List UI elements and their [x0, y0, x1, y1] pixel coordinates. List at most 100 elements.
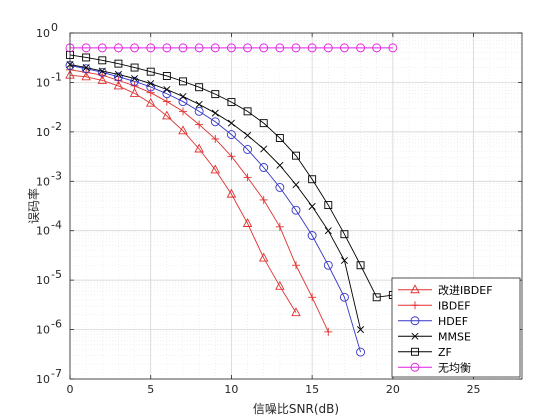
- series-line: [69, 65, 362, 353]
- legend-marker: [411, 347, 419, 356]
- data-point: [307, 43, 317, 53]
- data-point: [227, 98, 236, 107]
- y-tick-label: 10: [36, 324, 50, 337]
- data-point: [291, 205, 301, 215]
- y-tick-exponent: -7: [51, 367, 62, 380]
- data-point: [260, 145, 268, 153]
- series-line: [69, 54, 393, 298]
- x-marker-b: [292, 181, 300, 189]
- data-point: [114, 59, 123, 68]
- data-point: [227, 119, 235, 127]
- legend-marker: [411, 301, 419, 310]
- x-tick-label: 5: [147, 383, 154, 396]
- legend-item: 无均衡: [398, 361, 471, 374]
- data-point: [130, 81, 139, 90]
- data-point: [97, 74, 108, 84]
- series-6: [65, 43, 398, 53]
- y-axis-label: 误码率: [26, 188, 41, 224]
- plot-frame: [69, 32, 523, 380]
- data-point: [162, 72, 171, 80]
- data-point: [356, 347, 366, 357]
- data-point: [82, 53, 91, 62]
- legend-marker: [411, 332, 419, 340]
- legend-marker: [410, 362, 420, 372]
- data-point: [388, 43, 398, 53]
- y-tick-exponent: -4: [51, 219, 62, 232]
- data-point: [308, 293, 317, 302]
- legend-label: 无均衡: [438, 361, 471, 374]
- data-point: [356, 261, 365, 270]
- data-point: [340, 256, 348, 264]
- data-point: [113, 43, 123, 53]
- x-marker-b: [308, 202, 316, 210]
- minor-grid: [70, 33, 522, 379]
- data-point: [357, 326, 365, 334]
- data-point: [162, 43, 172, 53]
- data-point: [227, 152, 236, 161]
- legend-item: 改进IBDEF: [398, 283, 493, 297]
- data-point: [324, 201, 333, 210]
- legend-label: IBDEF: [438, 299, 471, 312]
- x-marker-b: [131, 74, 139, 83]
- data-point: [162, 97, 171, 106]
- data-point: [195, 83, 204, 92]
- data-point: [324, 327, 333, 336]
- data-point: [244, 131, 252, 139]
- data-point: [195, 120, 204, 129]
- data-point: [292, 261, 300, 270]
- series-1: [65, 69, 301, 317]
- data-point: [131, 74, 139, 83]
- data-point: [211, 134, 220, 143]
- data-point: [211, 90, 220, 99]
- x-axis-label: 信噪比SNR(dB): [253, 402, 339, 416]
- data-point: [178, 43, 188, 53]
- data-point: [307, 231, 317, 240]
- data-point: [178, 97, 188, 107]
- series-layer: [65, 43, 398, 357]
- data-point: [195, 100, 203, 108]
- legend-label: ZF: [438, 346, 452, 359]
- data-point: [259, 119, 268, 128]
- legend-item: IBDEF: [398, 299, 471, 312]
- data-point: [226, 130, 236, 140]
- legend-item: ZF: [398, 346, 452, 359]
- data-point: [146, 67, 155, 76]
- x-tick-label: 15: [305, 383, 319, 396]
- data-point: [308, 202, 316, 210]
- y-tick-exponent: -5: [51, 268, 62, 281]
- data-point: [98, 67, 106, 75]
- x-marker-b: [82, 64, 90, 72]
- legend: 改进IBDEF IBDEF HDEF MMSE ZF 无均衡: [391, 277, 521, 378]
- data-point: [258, 252, 269, 262]
- data-point: [339, 292, 349, 302]
- x-marker-b: [195, 100, 203, 108]
- data-point: [210, 164, 221, 174]
- data-point: [242, 218, 253, 227]
- legend-label: HDEF: [438, 315, 468, 328]
- data-point: [259, 195, 268, 204]
- data-point: [210, 117, 220, 127]
- legend-box: [391, 277, 521, 378]
- x-marker-b: [260, 145, 268, 153]
- data-point: [81, 43, 91, 53]
- data-point: [194, 106, 204, 116]
- legend-item: MMSE: [398, 330, 471, 343]
- data-point: [162, 110, 172, 120]
- data-point: [211, 109, 219, 117]
- y-tick-label: 10: [36, 225, 50, 238]
- x-marker-b: [227, 119, 235, 127]
- x-marker-b: [324, 227, 332, 235]
- data-point: [163, 85, 171, 93]
- x-marker-b: [244, 131, 252, 139]
- data-point: [292, 181, 300, 189]
- data-point: [292, 151, 300, 160]
- series-2: [66, 65, 333, 336]
- data-point: [210, 43, 220, 53]
- y-tick-label: 10: [36, 175, 50, 188]
- data-point: [98, 56, 107, 65]
- series-4: [66, 61, 365, 334]
- legend-item: HDEF: [398, 315, 468, 328]
- legend-marker: [410, 316, 420, 326]
